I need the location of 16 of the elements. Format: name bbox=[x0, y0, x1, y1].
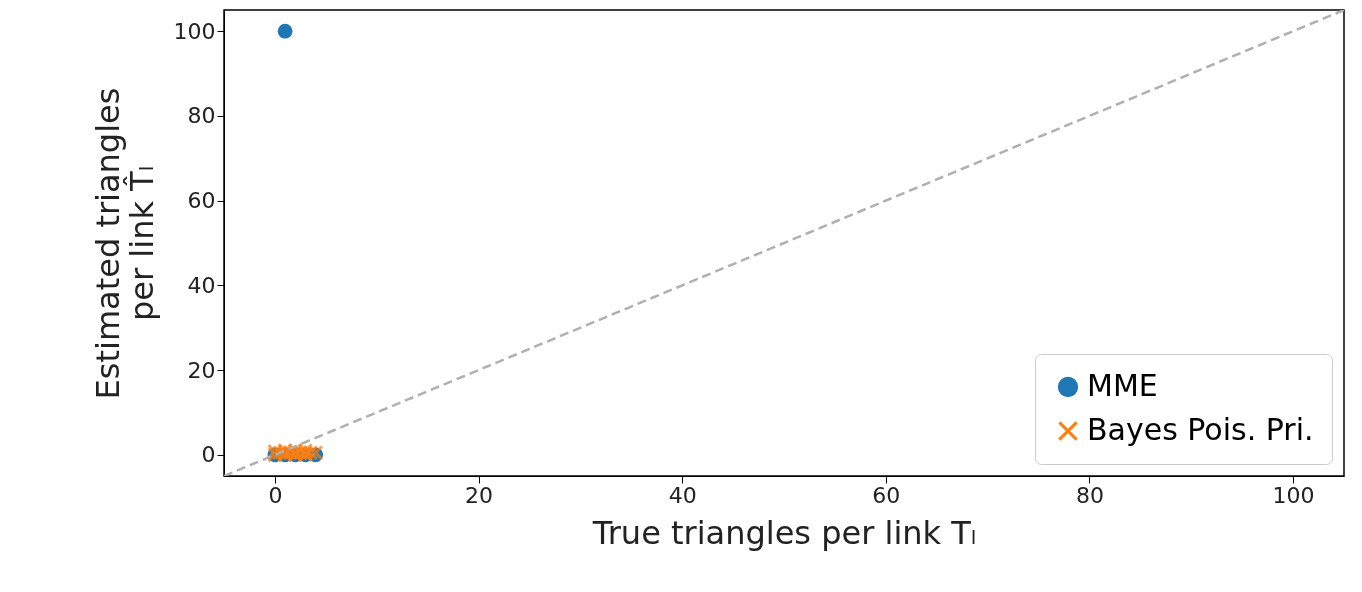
x-tick-label: 0 bbox=[268, 482, 283, 508]
legend-label: MME bbox=[1087, 368, 1158, 403]
y-tick-label: 100 bbox=[173, 18, 216, 44]
y-axis-title: Estimated triangles per link T̂ₗ bbox=[88, 87, 161, 400]
x-tick-label: 80 bbox=[1075, 482, 1104, 508]
x-tick-label: 100 bbox=[1272, 482, 1315, 508]
y-tick-label: 0 bbox=[201, 442, 216, 468]
legend-label: Bayes Pois. Pri. bbox=[1087, 412, 1314, 447]
x-tick-label: 40 bbox=[668, 482, 697, 508]
x-axis-title: True triangles per link Tₗ bbox=[591, 513, 977, 552]
y-tick-label: 60 bbox=[187, 188, 216, 214]
y-tick-label: 80 bbox=[187, 103, 216, 129]
y-tick-label: 20 bbox=[187, 357, 216, 383]
x-tick-label: 60 bbox=[872, 482, 901, 508]
x-tick-label: 20 bbox=[465, 482, 494, 508]
y-tick-label: 40 bbox=[187, 272, 216, 298]
